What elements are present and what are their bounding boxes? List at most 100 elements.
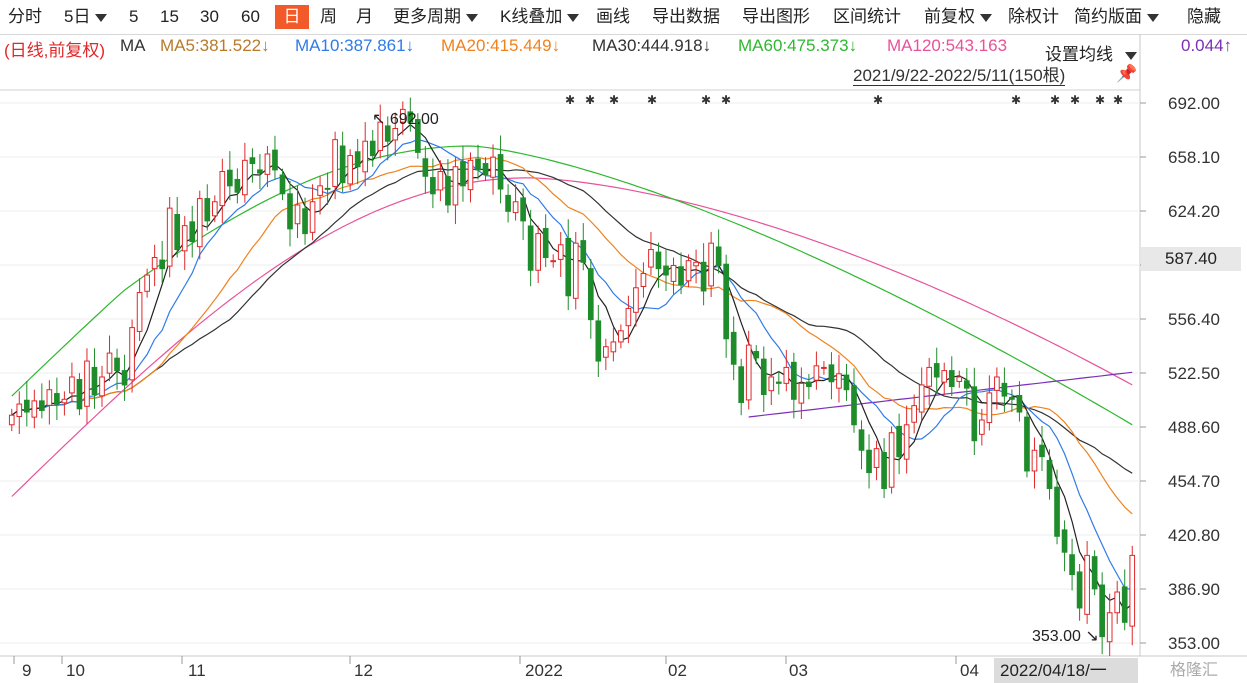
ma5-value: MA5:381.522↓ — [160, 36, 270, 55]
tab-5min[interactable]: 5 — [129, 7, 139, 26]
candle — [1001, 382, 1008, 397]
candle — [693, 261, 699, 267]
candle — [159, 259, 165, 270]
candle — [595, 320, 602, 362]
candle — [84, 360, 90, 407]
candle — [663, 265, 669, 276]
x-tick: 9 — [22, 661, 32, 680]
candle — [708, 242, 714, 287]
candle — [76, 379, 83, 410]
candle — [1114, 591, 1121, 614]
low-annotation: 353.00 ↘ — [1032, 628, 1099, 645]
candle — [136, 292, 143, 332]
candle — [1061, 529, 1068, 553]
y-tick: 658.10 — [1168, 148, 1220, 167]
candle — [956, 376, 963, 382]
event-marker-icon[interactable]: ✱ — [701, 93, 711, 107]
candle — [768, 376, 775, 392]
candle — [196, 198, 203, 248]
range-stats-button[interactable]: 区间统计 — [833, 7, 901, 26]
candle — [166, 207, 173, 267]
candle — [264, 153, 271, 175]
chevron-down-icon — [567, 13, 580, 22]
event-marker-icon[interactable]: ✱ — [1050, 93, 1060, 107]
y-tick: 624.20 — [1168, 202, 1220, 221]
tab-60min[interactable]: 60 — [241, 7, 260, 26]
candle — [836, 373, 842, 389]
candle — [422, 158, 429, 177]
candle — [347, 155, 353, 185]
ma-settings-menu[interactable]: 设置均线 — [1045, 40, 1137, 65]
event-marker-icon[interactable]: ✱ — [873, 93, 883, 107]
ma30-value: MA30:444.918↓ — [592, 36, 712, 55]
event-marker-icon[interactable]: ✱ — [565, 93, 575, 107]
x-tick: 10 — [66, 661, 85, 680]
event-marker-icon[interactable]: ✱ — [1011, 93, 1021, 107]
candle — [911, 405, 917, 423]
candle — [670, 264, 677, 282]
candle — [655, 251, 662, 270]
candle — [189, 221, 196, 243]
tab-daily[interactable]: 日 — [275, 5, 309, 29]
tab-weekly[interactable]: 周 — [320, 7, 337, 26]
candle — [227, 169, 233, 187]
candle — [475, 158, 481, 171]
candle — [1046, 459, 1053, 489]
candle — [16, 403, 23, 417]
candle — [437, 170, 444, 191]
event-marker-icon[interactable]: ✱ — [647, 93, 657, 107]
event-marker-icon[interactable]: ✱ — [585, 93, 595, 107]
candle — [963, 380, 970, 389]
x-tick: 2022 — [525, 661, 563, 680]
candle — [888, 432, 895, 488]
draw-line-button[interactable]: 画线 — [596, 7, 630, 26]
candle — [384, 125, 391, 142]
candle — [994, 376, 1000, 391]
ex-rights-button[interactable]: 除权计 — [1008, 7, 1059, 26]
candle — [445, 176, 451, 206]
tab-15min[interactable]: 15 — [160, 7, 179, 26]
export-data-button[interactable]: 导出数据 — [652, 7, 720, 26]
event-marker-icon[interactable]: ✱ — [609, 93, 619, 107]
candle — [1024, 416, 1030, 472]
tab-30min[interactable]: 30 — [200, 7, 219, 26]
high-annotation: ↖ 692.00 — [372, 111, 439, 128]
export-graph-button[interactable]: 导出图形 — [742, 7, 810, 26]
x-tick: 12 — [354, 661, 373, 680]
candle — [775, 381, 782, 384]
candle — [730, 331, 737, 365]
candle — [106, 352, 113, 374]
candle — [791, 361, 797, 400]
tab-monthly[interactable]: 月 — [356, 7, 373, 26]
y-tick: 488.60 — [1168, 418, 1220, 437]
candle — [858, 429, 865, 451]
chevron-down-icon — [95, 13, 108, 22]
candle — [572, 242, 579, 299]
ma-legend-prefix: (日线,前复权) — [4, 41, 106, 60]
overlay-value: 0.044↑ — [1181, 36, 1233, 55]
event-marker-icon[interactable]: ✱ — [1113, 93, 1123, 107]
candle — [971, 386, 978, 442]
candle — [61, 398, 68, 404]
candle — [625, 307, 632, 327]
more-periods-menu[interactable]: 更多周期 — [393, 5, 478, 29]
candle — [272, 149, 278, 171]
forward-adjust-menu[interactable]: 前复权 — [924, 5, 992, 29]
simple-layout-menu[interactable]: 简约版面 — [1074, 5, 1159, 29]
event-marker-icon[interactable]: ✱ — [1070, 93, 1080, 107]
tab-intraday[interactable]: 分时 — [8, 7, 42, 26]
candle — [430, 177, 436, 195]
tab-5day[interactable]: 5日 — [64, 5, 108, 29]
hide-button[interactable]: 隐藏 — [1187, 7, 1221, 26]
candle — [339, 145, 346, 184]
event-marker-icon[interactable]: ✱ — [1095, 93, 1105, 107]
event-marker-icon[interactable]: ✱ — [721, 93, 731, 107]
pin-icon[interactable]: 📌 — [1116, 64, 1138, 83]
kline-overlay-menu[interactable]: K线叠加 — [500, 5, 580, 29]
candle — [1099, 584, 1105, 638]
y-tick: 522.50 — [1168, 364, 1220, 383]
candle — [467, 159, 474, 191]
candle — [678, 266, 684, 286]
candle — [302, 208, 308, 235]
